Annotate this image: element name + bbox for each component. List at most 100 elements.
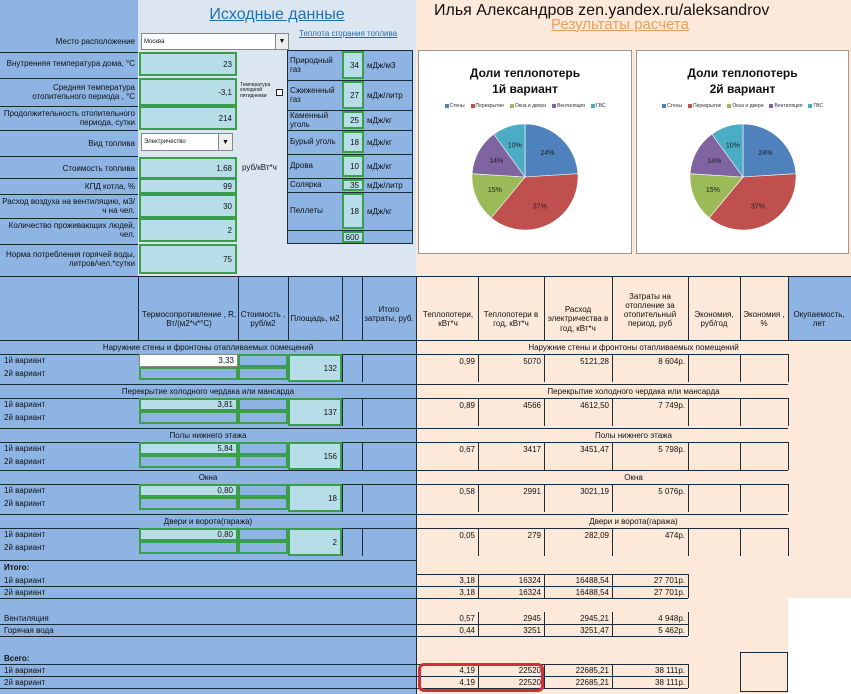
pie-slice-1 <box>524 123 579 178</box>
fuel-value[interactable]: 10 <box>342 155 364 177</box>
resistance-input[interactable]: 0,80 <box>139 528 238 541</box>
fuel-value[interactable]: 600 <box>342 231 364 243</box>
section-title-left: Перекрытие холодного чердака или мансард… <box>121 386 295 396</box>
pie-slice-5 <box>493 123 526 178</box>
resistance-input-2[interactable] <box>139 411 238 424</box>
resistance-input-2[interactable] <box>139 541 238 554</box>
col-rule <box>478 354 479 382</box>
heating-cost-value: 8 604р. <box>658 356 685 366</box>
total-row-label: 1й вариант <box>4 575 46 585</box>
total-year: 22520 <box>518 665 541 675</box>
area-input[interactable]: 18 <box>288 484 342 512</box>
resistance-input[interactable]: 3,33 <box>139 354 238 367</box>
heating-cost-value: 474р. <box>664 530 685 540</box>
resistance-input[interactable]: 5,84 <box>139 442 238 455</box>
pie-data-label: 37% <box>533 203 547 210</box>
total-loss: 4,19 <box>459 665 475 675</box>
fuel-value[interactable]: 34 <box>342 51 364 79</box>
resistance-input-2[interactable] <box>139 367 238 380</box>
avg-temp-input[interactable]: -3,1 <box>139 78 237 106</box>
resistance-input-2[interactable] <box>139 497 238 510</box>
heat-loss-value: 0,67 <box>459 444 475 454</box>
cold-period-checkbox[interactable] <box>276 89 283 96</box>
cost-input-1[interactable] <box>238 354 288 367</box>
chevron-down-icon[interactable]: ▼ <box>218 134 232 150</box>
cost-input-2[interactable] <box>238 367 288 380</box>
col-rule <box>342 528 343 556</box>
legend-item: Стены <box>444 103 465 109</box>
cost-input-1[interactable] <box>238 484 288 497</box>
chart-1-legend: Стены Перекрытие Окна и двери Вентиляция ГВС <box>419 103 631 109</box>
col-rule <box>688 398 689 426</box>
col-rule <box>544 442 545 470</box>
duration-input[interactable]: 214 <box>139 106 237 130</box>
area-input[interactable]: 2 <box>288 528 342 556</box>
area-input[interactable]: 156 <box>288 442 342 470</box>
section-rule <box>0 398 788 399</box>
cost-input-1[interactable] <box>238 398 288 411</box>
col-rule <box>788 484 789 512</box>
col-rule <box>478 484 479 512</box>
total-cost: 38 111р. <box>655 665 685 675</box>
section-title-left: Двери и ворота(гаража) <box>163 516 253 526</box>
fuel-type-select[interactable]: Электричество ▼ <box>141 133 233 151</box>
fuel-value[interactable]: 25 <box>342 111 364 129</box>
cost-input-2[interactable] <box>238 541 288 554</box>
cost-input-2[interactable] <box>238 411 288 424</box>
legend-swatch <box>590 104 595 108</box>
cost-input-1[interactable] <box>238 528 288 541</box>
area-input[interactable]: 137 <box>288 398 342 426</box>
electricity-value: 3021,19 <box>580 486 609 496</box>
variant-2-label: 2й вариант <box>4 499 46 508</box>
total-cost: 27 701р. <box>653 575 685 585</box>
efficiency-input[interactable]: 99 <box>139 178 237 194</box>
people-input[interactable]: 2 <box>139 218 237 242</box>
total-year: 16324 <box>518 575 541 585</box>
legend-swatch <box>662 104 667 108</box>
col-rule <box>362 484 363 512</box>
fuel-value[interactable]: 27 <box>342 81 364 109</box>
location-value: Москва <box>144 38 165 45</box>
heating-cost-value: 5 798р. <box>658 444 685 454</box>
inner-temp-input[interactable]: 23 <box>139 52 237 76</box>
area-input[interactable]: 132 <box>288 354 342 382</box>
chevron-down-icon[interactable]: ▼ <box>275 34 288 49</box>
airflow-input[interactable]: 30 <box>139 194 237 218</box>
legend-label: Окна и двери <box>732 103 764 109</box>
cost-input-1[interactable] <box>238 442 288 455</box>
fuel-cost-input[interactable]: 1,68 <box>139 157 237 179</box>
fuel-value[interactable]: 35 <box>342 179 364 191</box>
results-title[interactable]: Результаты расчета <box>551 15 689 33</box>
variant-1-label: 1й вариант <box>4 444 46 453</box>
col-rule <box>788 528 789 556</box>
cost-input-2[interactable] <box>238 455 288 468</box>
col-rule <box>544 664 545 688</box>
fuel-value[interactable]: 18 <box>342 193 364 229</box>
total-loss: 0,57 <box>459 613 475 623</box>
resistance-input-2[interactable] <box>139 455 238 468</box>
pie-slice-2 <box>708 173 797 231</box>
fuel-unit: мДж/кг <box>367 137 392 147</box>
total-year: 2945 <box>523 613 541 623</box>
resistance-input[interactable]: 3,81 <box>139 398 238 411</box>
highlight-ring <box>418 663 544 692</box>
fuel-unit: мДж/кг <box>367 206 392 216</box>
hot-water-input[interactable]: 75 <box>139 244 237 274</box>
pie-data-label: 15% <box>706 187 720 194</box>
cost-input-2[interactable] <box>238 497 288 510</box>
chart-2-legend: Стены Перекрытие Окна и двери Вентиляция ГВС <box>637 103 848 109</box>
location-select[interactable]: Москва ▼ <box>141 33 289 50</box>
col-rule <box>740 398 741 426</box>
fuel-heat-link[interactable]: Теплота сгорания топлива <box>299 28 398 38</box>
fuel-value[interactable]: 18 <box>342 131 364 153</box>
col-rule <box>544 612 545 636</box>
fuel-name: Сжиженный газ <box>290 85 335 104</box>
col-rule <box>478 442 479 470</box>
heat-loss-year-value: 4566 <box>523 400 541 410</box>
electricity-value: 3451,47 <box>580 444 609 454</box>
input-label-fuel: Вид топлива <box>88 138 135 148</box>
resistance-input[interactable]: 0,80 <box>139 484 238 497</box>
col-rule <box>688 528 689 556</box>
author-label: Илья Александров zen.yandex.ru/aleksandr… <box>434 2 770 19</box>
payback-header-bg <box>788 276 851 340</box>
